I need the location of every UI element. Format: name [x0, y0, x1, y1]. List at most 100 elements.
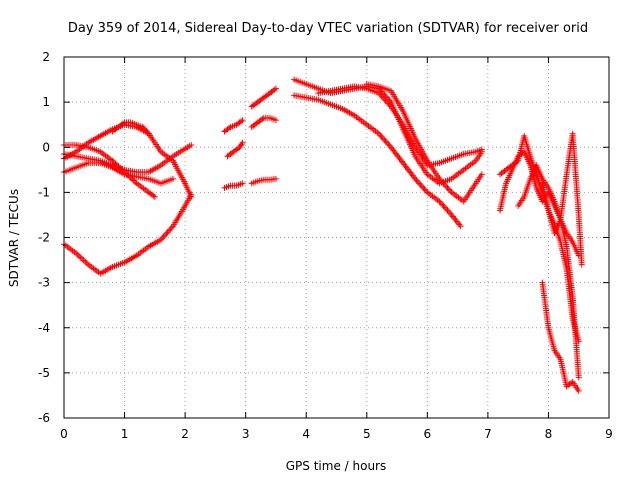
data-point [151, 193, 158, 200]
data-point [447, 210, 454, 217]
series-track-t [539, 279, 582, 394]
data-point [445, 186, 452, 193]
data-point [130, 177, 137, 184]
x-tick-label: 4 [302, 427, 310, 441]
data-point [161, 232, 168, 239]
series-track-o [315, 83, 485, 169]
data-point [379, 94, 386, 101]
y-tick-label: 0 [42, 140, 50, 154]
series-track-j [248, 85, 279, 110]
data-point [457, 223, 464, 230]
data-point [80, 257, 87, 264]
data-point [417, 181, 424, 188]
chart-title: Day 359 of 2014, Sidereal Day-to-day VTE… [68, 21, 588, 36]
data-point [82, 258, 89, 265]
data-point [443, 205, 450, 212]
data-point [416, 180, 423, 187]
x-axis-label: GPS time / hours [286, 459, 387, 473]
data-point [83, 260, 90, 267]
data-point [188, 141, 195, 148]
data-point [379, 135, 386, 142]
data-point [239, 139, 246, 146]
data-point [167, 226, 174, 233]
data-point [77, 254, 84, 261]
data-point [420, 184, 427, 191]
data-point [441, 204, 448, 211]
data-point [124, 171, 131, 178]
y-tick-label: -1 [38, 185, 50, 199]
x-tick-label: 8 [545, 427, 553, 441]
data-point [575, 387, 582, 394]
x-tick-label: 9 [605, 427, 613, 441]
data-point [444, 184, 451, 191]
data-point [163, 230, 170, 237]
data-point [378, 93, 385, 100]
y-tick-labels: -6 -5 -4 -3 -2 -1 0 1 2 [38, 50, 50, 425]
y-tick-label: 2 [42, 50, 50, 64]
data-point [414, 178, 421, 185]
x-tick-label: 0 [60, 427, 68, 441]
series-track-k [248, 114, 279, 130]
y-tick-label: -2 [38, 231, 50, 245]
data-point [385, 141, 392, 148]
data-point [575, 374, 582, 381]
y-axis-label: SDTVAR / TECUs [7, 189, 21, 287]
data-point [382, 97, 389, 104]
data-point [445, 208, 452, 215]
data-point [165, 227, 172, 234]
data-point [145, 130, 152, 137]
data-point [478, 171, 485, 178]
series-track-e [61, 141, 195, 176]
series-track-m [291, 92, 464, 230]
data-point [377, 132, 384, 139]
data-point [272, 85, 279, 92]
data-point [239, 180, 246, 187]
series-track-b [61, 121, 195, 200]
data-point [422, 187, 429, 194]
data-point [381, 136, 388, 143]
x-tick-label: 3 [242, 427, 250, 441]
data-point [437, 199, 444, 206]
data-point [188, 193, 195, 200]
series-track-f [109, 119, 152, 137]
data-point [272, 175, 279, 182]
x-tick-label: 1 [121, 427, 129, 441]
data-point [382, 138, 389, 145]
y-tick-label: -5 [38, 366, 50, 380]
data-point [440, 202, 447, 209]
data-point [383, 139, 390, 146]
data-point [164, 229, 171, 236]
data-point [439, 178, 446, 185]
series-track-a [61, 191, 195, 277]
series-track-l [248, 175, 279, 187]
y-tick-label: -3 [38, 276, 50, 290]
y-tick-label: -4 [38, 321, 50, 335]
data-point [76, 253, 83, 260]
x-tick-label: 6 [424, 427, 432, 441]
data-point [439, 201, 446, 208]
data-point [447, 187, 454, 194]
data-point [421, 186, 428, 193]
data-point [381, 96, 388, 103]
data-point [170, 175, 176, 182]
data-marks [61, 76, 585, 394]
series-track-p [363, 81, 485, 205]
series-track-r [497, 132, 582, 345]
x-tick-labels: 0 1 2 3 4 5 6 7 8 9 [60, 427, 613, 441]
data-point [418, 183, 425, 190]
y-tick-label: 1 [42, 95, 50, 109]
grid [64, 57, 609, 418]
data-point [160, 233, 167, 240]
data-point [132, 178, 139, 185]
x-tick-label: 2 [181, 427, 189, 441]
data-point [79, 255, 86, 262]
data-point [239, 117, 246, 124]
data-point [272, 117, 279, 124]
data-point [578, 261, 585, 268]
data-point [74, 251, 81, 258]
data-point [144, 129, 151, 136]
series-track-u [539, 130, 585, 268]
series-track-h [224, 139, 246, 160]
y-tick-label: -6 [38, 411, 50, 425]
